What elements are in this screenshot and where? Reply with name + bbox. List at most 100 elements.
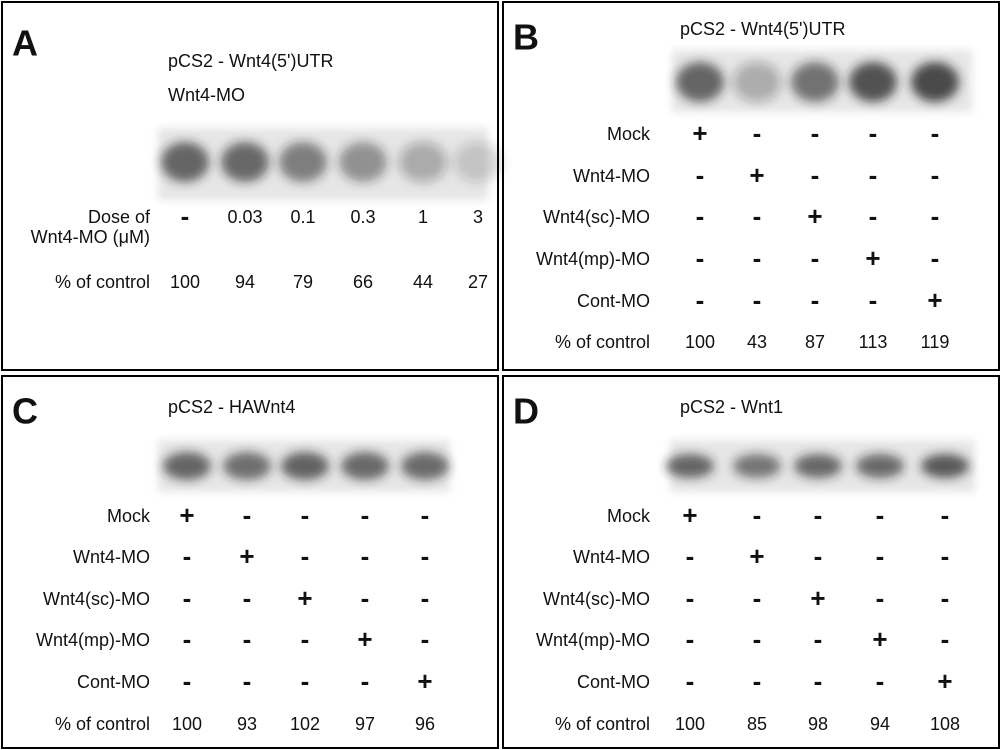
sign-cell: - [811,285,820,315]
construct-title: pCS2 - Wnt4(5')UTR [168,51,333,71]
sign-cell: - [931,160,940,190]
row-label: Wnt4(sc)-MO [543,207,650,227]
sign-cell: - [753,243,762,273]
sign-cell: + [810,583,825,613]
sign-cell: + [749,541,764,571]
sign-cell: + [692,118,707,148]
sign-cell: - [696,285,705,315]
sign-cell: - [301,500,310,530]
sign-cell: + [865,243,880,273]
row-label: Mock [107,506,151,526]
sign-cell: - [181,201,190,231]
row-label: Mock [607,506,651,526]
sign-cell: - [941,541,950,571]
sign-cell: - [243,583,252,613]
value-cell: 108 [930,714,960,734]
sign-cell: - [941,500,950,530]
value-cell: 0.1 [290,207,315,227]
sign-cell: - [941,624,950,654]
sign-cell: - [421,500,430,530]
value-cell: 97 [355,714,375,734]
sign-cell: + [179,500,194,530]
sign-cell: - [753,583,762,613]
blot-band [733,454,781,478]
blot-band [733,62,781,102]
row-label: Wnt4-MO [73,547,150,567]
sign-cell: - [814,624,823,654]
sign-cell: - [183,666,192,696]
panel-letter: A [12,23,38,64]
value-cell: 100 [675,714,705,734]
sign-cell: - [301,666,310,696]
sign-cell: - [814,666,823,696]
sign-cell: - [696,243,705,273]
blot-band [163,452,211,480]
sign-cell: - [361,500,370,530]
value-cell: 100 [170,272,200,292]
blot-band [341,452,389,480]
sign-cell: - [869,285,878,315]
sign-cell: + [927,285,942,315]
sign-cell: - [869,160,878,190]
sign-cell: + [749,160,764,190]
value-cell: 27 [468,272,488,292]
blot-band [849,62,897,102]
sign-cell: - [686,624,695,654]
value-cell: 100 [172,714,202,734]
sign-cell: - [753,201,762,231]
value-cell: 66 [353,272,373,292]
blot-band [401,452,449,480]
blot-band [221,142,269,182]
row-label: Wnt4(mp)-MO [536,630,650,650]
row-label: Dose of [88,207,151,227]
row-label: Cont-MO [77,672,150,692]
blot-band [676,62,724,102]
sign-cell: - [361,583,370,613]
sign-cell: + [937,666,952,696]
sign-cell: - [301,541,310,571]
value-cell: 85 [747,714,767,734]
value-cell: 0.3 [350,207,375,227]
sign-cell: - [753,666,762,696]
panel-letter: D [513,391,539,432]
sign-cell: - [696,160,705,190]
sign-cell: + [239,541,254,571]
blot-band [339,142,387,182]
sign-cell: - [811,118,820,148]
blot-band [856,454,904,478]
sign-cell: - [753,624,762,654]
row-label: Wnt4(sc)-MO [43,589,150,609]
sign-cell: + [807,201,822,231]
value-cell: 100 [685,332,715,352]
sign-cell: - [876,666,885,696]
sign-cell: - [876,583,885,613]
row-label: % of control [555,332,650,352]
sign-cell: - [243,500,252,530]
construct-title: pCS2 - HAWnt4 [168,397,295,417]
sign-cell: - [421,541,430,571]
value-cell: 113 [859,332,888,352]
blot-band [281,452,329,480]
sign-cell: + [297,583,312,613]
row-label: Mock [607,124,651,144]
blot-band [794,454,842,478]
value-cell: 44 [413,272,433,292]
sign-cell: - [931,201,940,231]
sign-cell: - [421,624,430,654]
sign-cell: - [243,624,252,654]
sign-cell: + [682,500,697,530]
row-label: Cont-MO [577,672,650,692]
sign-cell: - [686,666,695,696]
blot-band [279,142,327,182]
sign-cell: - [869,201,878,231]
value-cell: 43 [747,332,767,352]
sign-cell: - [361,541,370,571]
panel-letter: B [513,17,539,58]
value-cell: 93 [237,714,257,734]
sign-cell: + [357,624,372,654]
construct-title: pCS2 - Wnt1 [680,397,783,417]
value-cell: 119 [921,332,950,352]
row-label: Wnt4(mp)-MO [536,249,650,269]
sign-cell: + [872,624,887,654]
